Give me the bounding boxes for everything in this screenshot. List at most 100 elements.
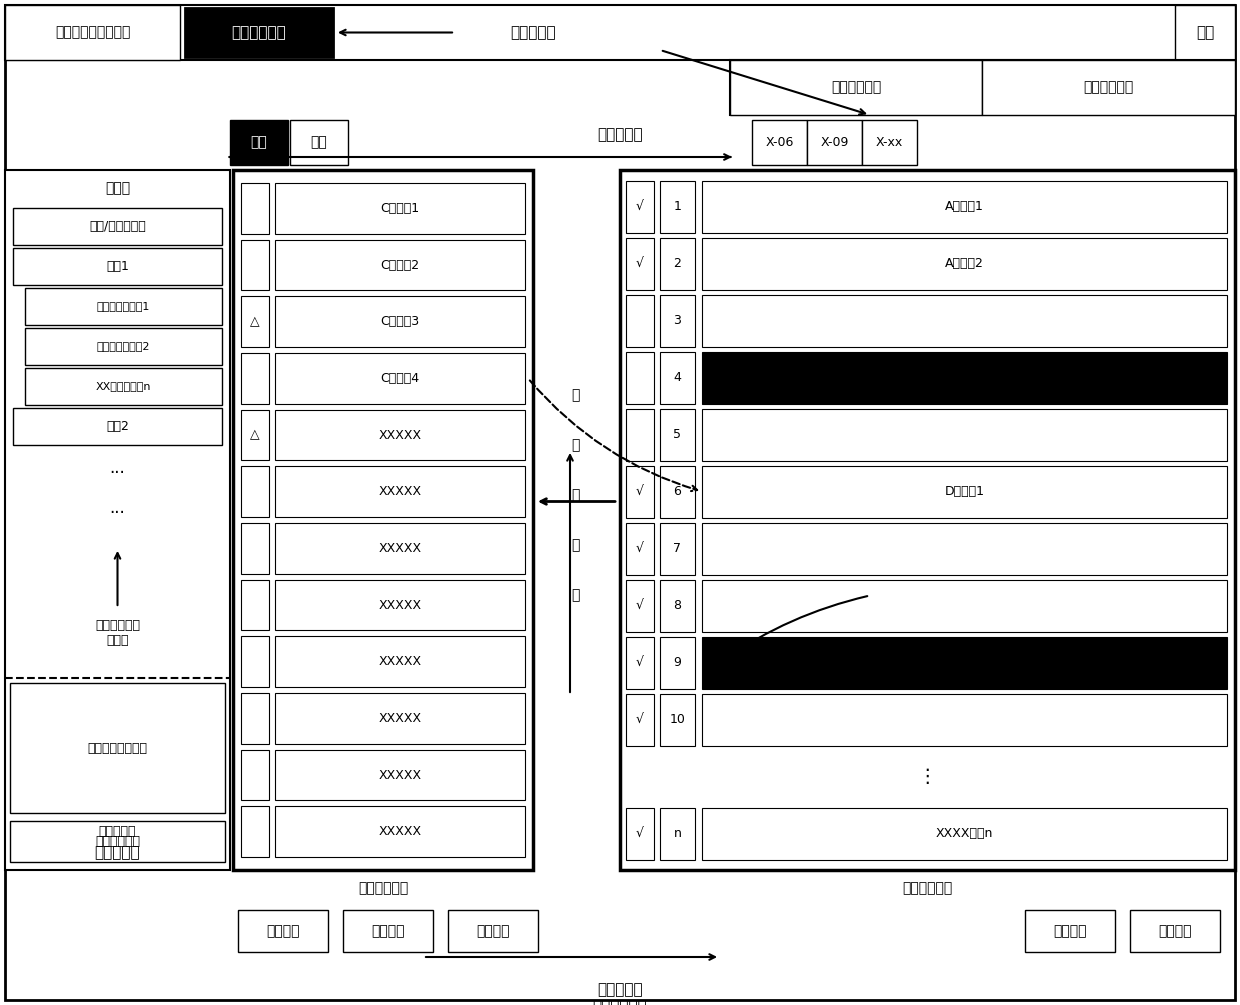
Bar (5, 170, 229, 870)
Text: 规: 规 (570, 438, 579, 452)
Bar (241, 806, 269, 857)
Bar (275, 353, 525, 404)
Text: X-xx: X-xx (875, 136, 903, 149)
Text: 用于信息检索: 用于信息检索 (95, 835, 140, 848)
Bar (660, 409, 694, 461)
Bar (275, 466, 525, 517)
Text: XX量采集模块n: XX量采集模块n (95, 382, 151, 392)
Text: √: √ (636, 257, 644, 270)
Bar (702, 637, 1228, 689)
Text: 向上移动: 向上移动 (1053, 924, 1086, 938)
Bar (275, 580, 525, 630)
Text: 作: 作 (570, 538, 579, 552)
Text: 7: 7 (673, 542, 682, 555)
Text: 名称、代号: 名称、代号 (99, 825, 136, 838)
Text: 待分配信息区: 待分配信息区 (358, 881, 408, 895)
Bar (702, 466, 1228, 518)
Text: XXXX温度n: XXXX温度n (936, 827, 993, 840)
Text: A机温度2: A机温度2 (945, 257, 983, 270)
Text: 已分配信息区: 已分配信息区 (903, 881, 952, 895)
Bar (626, 238, 653, 290)
Bar (702, 238, 1228, 290)
Bar (241, 580, 269, 630)
Text: 模拟量采集模块2: 模拟量采集模块2 (97, 342, 150, 352)
Text: 设备2: 设备2 (107, 420, 129, 433)
Text: XXXXX: XXXXX (378, 485, 422, 498)
Bar (275, 750, 525, 800)
Bar (702, 409, 1228, 461)
Bar (660, 238, 694, 290)
Text: 用于选择设备
和模块: 用于选择设备 和模块 (95, 619, 140, 647)
Bar (660, 352, 694, 404)
Bar (10, 683, 224, 813)
Bar (626, 295, 653, 347)
Text: X-09: X-09 (821, 136, 848, 149)
Bar (982, 60, 1235, 115)
Text: √: √ (636, 599, 644, 612)
Bar (12, 208, 222, 245)
Bar (241, 636, 269, 687)
Bar (241, 296, 269, 347)
Text: 向下移动: 向下移动 (1158, 924, 1192, 938)
Bar (862, 120, 918, 165)
Text: XXXXX: XXXXX (378, 542, 422, 555)
Bar (241, 410, 269, 460)
Bar (241, 750, 269, 800)
Text: 自动分配: 自动分配 (267, 924, 300, 938)
Text: √: √ (636, 542, 644, 555)
Text: 采集设备接点: 采集设备接点 (831, 80, 882, 94)
Text: 设备接点分配: 设备接点分配 (232, 25, 286, 40)
Text: 3: 3 (673, 314, 682, 327)
Bar (275, 239, 525, 290)
Bar (241, 523, 269, 574)
Text: XXXXX: XXXXX (378, 655, 422, 668)
Text: n: n (673, 827, 682, 840)
Text: 1: 1 (673, 200, 682, 213)
Text: 信息索引区: 信息索引区 (94, 845, 140, 860)
Text: 设备1: 设备1 (107, 260, 129, 273)
Bar (12, 248, 222, 285)
Bar (275, 523, 525, 574)
Text: 采集/发送端设备: 采集/发送端设备 (89, 220, 146, 233)
Bar (343, 910, 433, 952)
Bar (660, 637, 694, 689)
Bar (10, 821, 224, 862)
Bar (730, 60, 1235, 115)
Bar (233, 170, 533, 870)
Bar (238, 910, 329, 952)
Bar (275, 806, 525, 857)
Bar (626, 352, 653, 404)
Bar (660, 466, 694, 518)
Text: 区: 区 (570, 588, 579, 602)
Bar (730, 60, 982, 115)
Bar (275, 296, 525, 347)
Text: C机温度4: C机温度4 (381, 372, 419, 385)
Bar (275, 183, 525, 234)
Bar (702, 295, 1228, 347)
Bar (626, 808, 653, 860)
Text: √: √ (636, 200, 644, 213)
Text: √: √ (636, 713, 644, 726)
Bar (702, 181, 1228, 233)
Text: D机温度1: D机温度1 (945, 485, 985, 498)
Text: √: √ (636, 827, 644, 840)
Bar (626, 466, 653, 518)
Text: △: △ (250, 316, 260, 329)
Text: 6: 6 (673, 485, 682, 498)
Text: 用于显示查询结果: 用于显示查询结果 (88, 742, 148, 755)
Bar (626, 580, 653, 632)
Bar (660, 181, 694, 233)
Bar (626, 181, 653, 233)
Bar (1176, 5, 1235, 60)
Text: XXXXX: XXXXX (378, 825, 422, 838)
Bar (626, 523, 653, 575)
Bar (702, 808, 1228, 860)
Text: 模拟量采集模块1: 模拟量采集模块1 (97, 302, 150, 312)
Bar (660, 580, 694, 632)
Text: 5: 5 (673, 428, 682, 441)
Text: X-06: X-06 (765, 136, 794, 149)
Text: XXXXX: XXXXX (378, 712, 422, 725)
Bar (5, 5, 1235, 60)
Text: 帮助: 帮助 (1195, 25, 1214, 40)
Bar (807, 120, 862, 165)
